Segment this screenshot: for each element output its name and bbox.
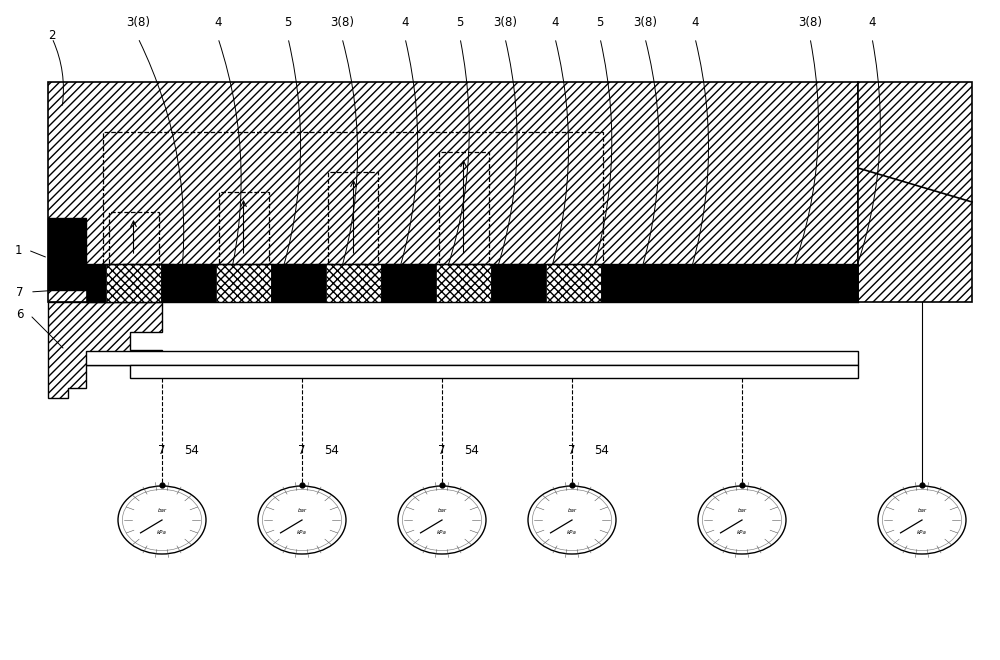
Bar bbox=[328, 172, 378, 264]
Bar bbox=[130, 365, 858, 378]
Text: 6: 6 bbox=[16, 308, 24, 321]
Text: 54: 54 bbox=[595, 444, 609, 457]
Bar bbox=[546, 264, 601, 302]
Text: 7: 7 bbox=[568, 444, 576, 457]
Bar bbox=[48, 218, 86, 290]
Bar bbox=[108, 212, 158, 264]
Ellipse shape bbox=[528, 486, 616, 554]
Text: 7: 7 bbox=[158, 444, 166, 457]
Text: bar: bar bbox=[567, 508, 577, 513]
Polygon shape bbox=[858, 82, 972, 302]
Text: kPa: kPa bbox=[567, 531, 577, 535]
Text: bar: bar bbox=[157, 508, 167, 513]
Text: kPa: kPa bbox=[737, 531, 747, 535]
Text: 4: 4 bbox=[691, 15, 699, 28]
Bar bbox=[106, 264, 161, 302]
Text: 7: 7 bbox=[438, 444, 446, 457]
Bar bbox=[218, 192, 268, 264]
Text: 4: 4 bbox=[214, 15, 222, 28]
Text: kPa: kPa bbox=[157, 531, 167, 535]
Text: 5: 5 bbox=[596, 15, 604, 28]
Polygon shape bbox=[48, 302, 162, 398]
Text: 3(8): 3(8) bbox=[633, 15, 657, 28]
Text: 4: 4 bbox=[551, 15, 559, 28]
Text: bar: bar bbox=[437, 508, 447, 513]
Ellipse shape bbox=[878, 486, 966, 554]
Bar bbox=[161, 264, 216, 302]
Text: 54: 54 bbox=[465, 444, 479, 457]
Bar bbox=[438, 152, 488, 264]
Text: 3(8): 3(8) bbox=[798, 15, 822, 28]
Bar bbox=[104, 132, 603, 264]
Bar bbox=[436, 264, 491, 302]
Text: kPa: kPa bbox=[297, 531, 307, 535]
Text: bar: bar bbox=[297, 508, 307, 513]
Bar bbox=[86, 264, 106, 302]
Ellipse shape bbox=[698, 486, 786, 554]
Text: bar: bar bbox=[737, 508, 747, 513]
Text: 4: 4 bbox=[401, 15, 409, 28]
Bar bbox=[86, 351, 858, 365]
Bar bbox=[216, 264, 271, 302]
Text: 7: 7 bbox=[16, 286, 24, 298]
Text: 5: 5 bbox=[284, 15, 292, 28]
Text: 5: 5 bbox=[456, 15, 464, 28]
Text: 3(8): 3(8) bbox=[330, 15, 354, 28]
Bar bbox=[491, 264, 546, 302]
Text: 7: 7 bbox=[298, 444, 306, 457]
Text: 54: 54 bbox=[185, 444, 199, 457]
Ellipse shape bbox=[118, 486, 206, 554]
Text: 3(8): 3(8) bbox=[126, 15, 150, 28]
Ellipse shape bbox=[258, 486, 346, 554]
Text: 3(8): 3(8) bbox=[493, 15, 517, 28]
Text: bar: bar bbox=[917, 508, 927, 513]
Text: 2: 2 bbox=[48, 28, 56, 42]
Bar bbox=[48, 82, 858, 302]
Ellipse shape bbox=[398, 486, 486, 554]
Text: kPa: kPa bbox=[437, 531, 447, 535]
Bar bbox=[601, 264, 858, 302]
Text: 1: 1 bbox=[14, 244, 22, 257]
Text: 54: 54 bbox=[325, 444, 339, 457]
Text: kPa: kPa bbox=[917, 531, 927, 535]
Bar bbox=[326, 264, 381, 302]
Bar bbox=[381, 264, 436, 302]
Bar bbox=[271, 264, 326, 302]
Text: 4: 4 bbox=[868, 15, 876, 28]
